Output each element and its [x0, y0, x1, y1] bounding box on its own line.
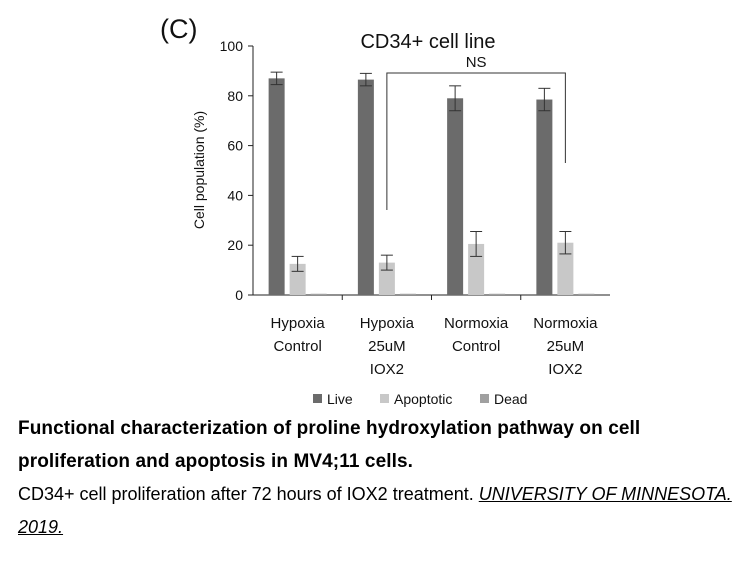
category-label: Control: [452, 338, 500, 355]
y-tick-label: 20: [227, 237, 243, 253]
legend-swatch-dead: [480, 394, 489, 403]
legend-label-dead: Dead: [494, 391, 527, 407]
caption-title: Functional characterization of proline h…: [18, 418, 641, 472]
bar-apoptotic: [378, 262, 395, 295]
category-label: Hypoxia: [271, 315, 326, 332]
category-label: IOX2: [548, 361, 582, 378]
error-bars: [270, 71, 572, 272]
caption-text-line: CD34+ cell proliferation after 72 hours …: [18, 478, 748, 544]
significance-bracket: [386, 72, 566, 210]
y-tick-label: 40: [227, 187, 243, 203]
bar-dead: [489, 293, 506, 295]
significance-label: NS: [466, 54, 487, 71]
significance-annotation: NS: [386, 54, 566, 210]
bar-live: [447, 98, 464, 295]
bar-live: [536, 99, 553, 295]
legend-swatch-apoptotic: [380, 394, 389, 403]
bar-apoptotic: [557, 242, 574, 295]
bar-dead: [310, 293, 327, 295]
y-tick-label: 0: [235, 287, 243, 303]
category-label: 25uM: [368, 338, 406, 355]
bar-live: [357, 79, 374, 296]
bar-chart: (C) CD34+ cell line Cell population (%) …: [160, 14, 610, 407]
category-label: 25uM: [547, 338, 585, 355]
y-tick-label: 100: [220, 38, 244, 54]
legend-swatch-live: [313, 394, 322, 403]
figure-caption: Functional characterization of proline h…: [18, 412, 748, 544]
caption-source-link[interactable]: UNIVERSITY OF MINNESOTA. 2019.: [18, 484, 732, 537]
category-label: IOX2: [370, 361, 404, 378]
category-label: Normoxia: [444, 315, 509, 332]
chart-title: CD34+ cell line: [360, 31, 495, 53]
bar-dead: [578, 293, 595, 295]
caption-text: CD34+ cell proliferation after 72 hours …: [18, 484, 474, 504]
y-tick-label: 60: [227, 138, 243, 154]
y-axis-label: Cell population (%): [191, 111, 207, 229]
y-tick-label: 80: [227, 88, 243, 104]
bar-dead: [399, 293, 416, 295]
category-label: Normoxia: [533, 315, 598, 332]
legend-label-live: Live: [327, 391, 353, 407]
bar-live: [268, 78, 285, 296]
legend-label-apoptotic: Apoptotic: [394, 391, 452, 407]
category-labels: Hypoxia Control Hypoxia 25uM IOX2 Normoxia Con…: [271, 315, 599, 378]
panel-label: (C): [160, 14, 197, 44]
category-label: Hypoxia: [360, 315, 415, 332]
category-label: Control: [273, 338, 321, 355]
chart-legend: Live Apoptotic Dead: [313, 391, 527, 407]
